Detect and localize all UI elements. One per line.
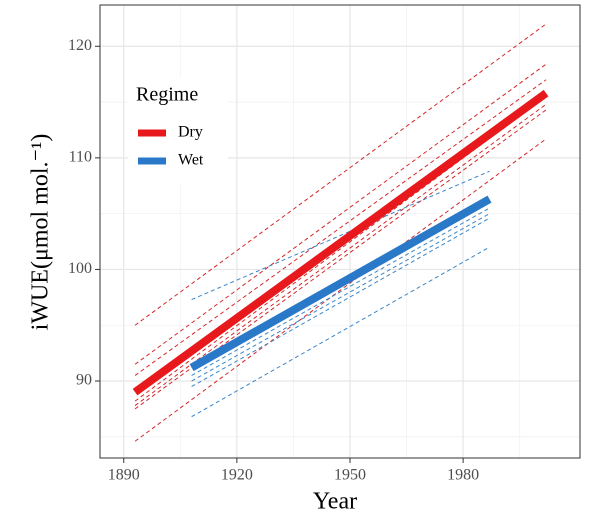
dashed-line: [191, 213, 490, 382]
dashed-line: [191, 246, 490, 418]
x-tick-label: 1920: [221, 467, 253, 484]
line: [132, 89, 549, 396]
x-tick-label: 1950: [334, 467, 366, 484]
dashed-line: [191, 217, 490, 388]
x-tick-label: 1890: [108, 467, 140, 484]
y-tick-label: 110: [69, 149, 92, 166]
y-tick-label: 100: [68, 260, 92, 277]
y-tick-label: 120: [68, 37, 92, 54]
line: [189, 195, 492, 372]
legend-label: Dry: [178, 124, 203, 141]
dashed-line: [134, 23, 547, 326]
dashed-line: [134, 103, 547, 406]
legend-label: Wet: [178, 152, 204, 169]
dashed-line: [134, 96, 547, 402]
legend-title: Regime: [136, 84, 198, 106]
dashed-line: [134, 79, 547, 376]
dashed-line: [134, 138, 547, 442]
dashed-line: [191, 170, 490, 301]
dashed-line: [134, 63, 547, 365]
x-tick-label: 1980: [447, 467, 479, 484]
y-tick-label: 90: [76, 372, 92, 389]
plot-border: [99, 4, 581, 459]
y-axis-label: iWUE(μmol mol.⁻¹): [28, 134, 54, 331]
x-axis-label: Year: [313, 489, 357, 515]
dashed-line: [191, 207, 490, 376]
